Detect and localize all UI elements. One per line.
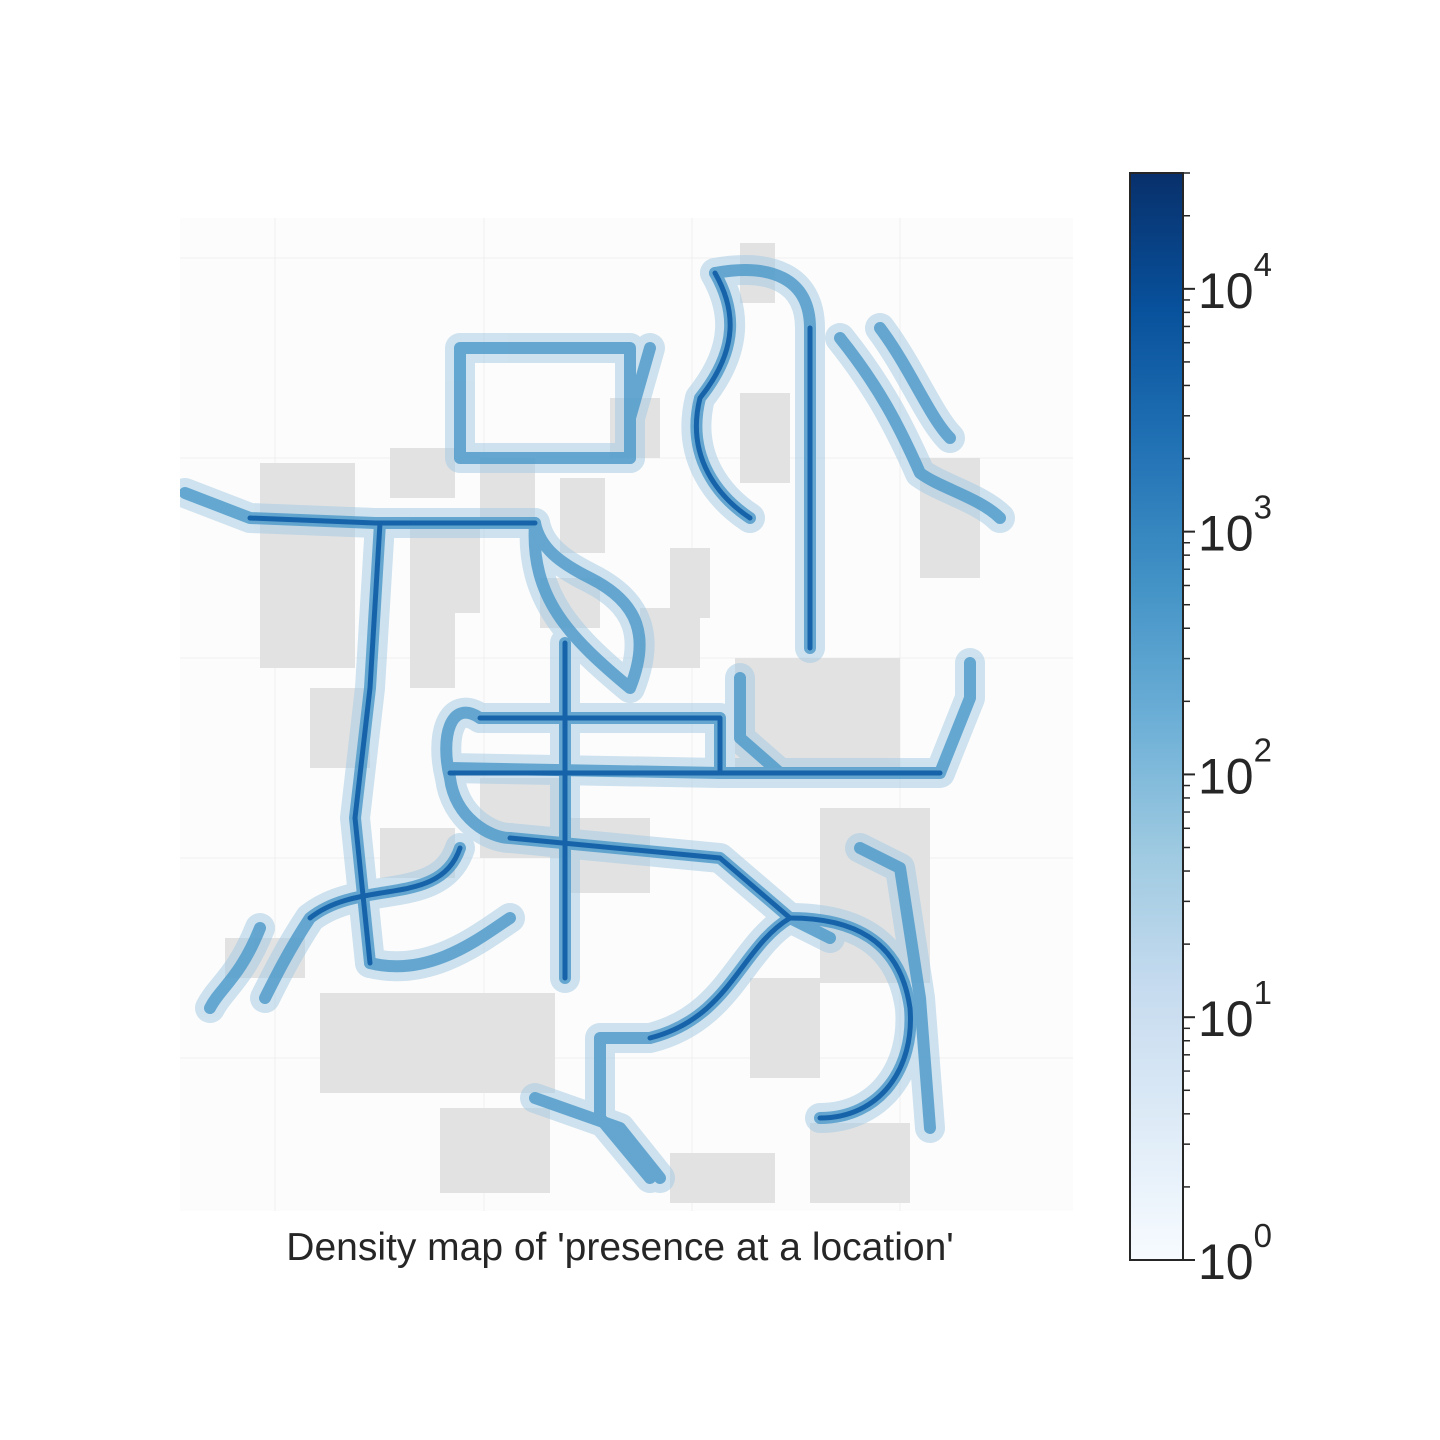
colorbar-tick-base: 10 <box>1198 263 1254 319</box>
colorbar-tick-label: 101 <box>1198 974 1272 1047</box>
colorbar-tick-exponent: 3 <box>1254 489 1272 526</box>
colorbar-tick-base: 10 <box>1198 748 1254 804</box>
colorbar-tick-exponent: 1 <box>1254 974 1272 1011</box>
figure-caption: Density map of 'presence at a location' <box>286 1226 954 1269</box>
colorbar-tick-label: 100 <box>1198 1217 1272 1290</box>
colorbar-gradient <box>1129 172 1184 1261</box>
colorbar-tick-base: 10 <box>1198 1234 1254 1290</box>
colorbar-tick-base: 10 <box>1198 991 1254 1047</box>
colorbar-tick-label: 104 <box>1198 246 1272 319</box>
density-map <box>180 218 1073 1211</box>
colorbar-tick-exponent: 0 <box>1254 1217 1272 1254</box>
colorbar-tick-exponent: 4 <box>1254 246 1272 283</box>
colorbar-tick-label: 103 <box>1198 489 1272 562</box>
density-paths <box>180 255 1015 1193</box>
density-map-panel <box>180 218 1073 1211</box>
colorbar-tick-base: 10 <box>1198 506 1254 562</box>
colorbar-tick-label: 102 <box>1198 731 1272 804</box>
colorbar-tick-exponent: 2 <box>1254 731 1272 768</box>
